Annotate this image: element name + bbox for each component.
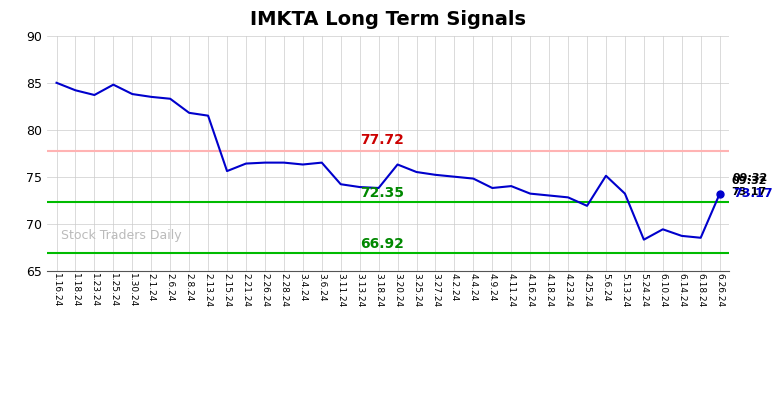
Text: 09:32
73.17: 09:32 73.17	[731, 176, 767, 197]
Text: Stock Traders Daily: Stock Traders Daily	[60, 230, 181, 242]
Text: 66.92: 66.92	[360, 237, 404, 251]
Text: 73.17: 73.17	[733, 187, 772, 201]
Text: 09:32: 09:32	[733, 173, 768, 183]
Text: 77.72: 77.72	[360, 133, 404, 147]
Text: 72.35: 72.35	[360, 186, 404, 200]
Title: IMKTA Long Term Signals: IMKTA Long Term Signals	[250, 10, 526, 29]
